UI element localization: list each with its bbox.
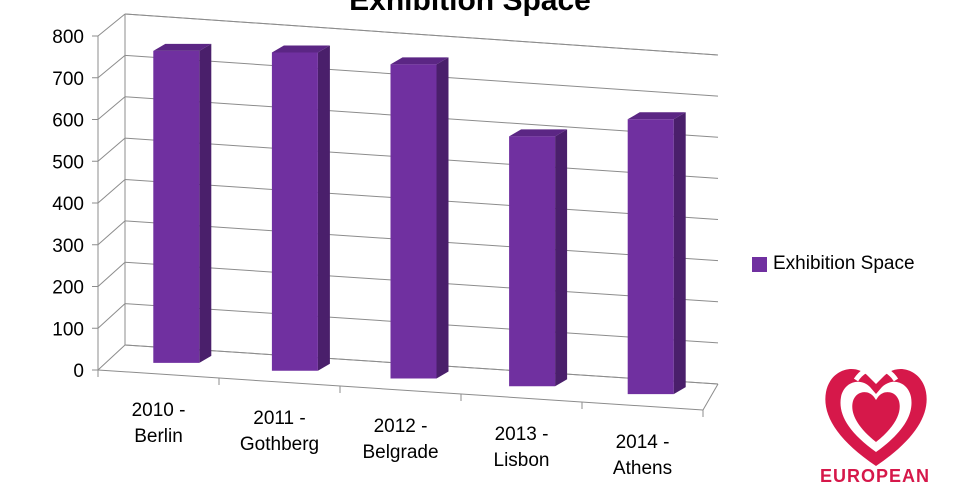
bar-side	[436, 57, 449, 379]
y-tick-label: 300	[52, 236, 84, 257]
bar-top	[509, 129, 568, 137]
bar	[627, 119, 674, 395]
gridline-side	[97, 261, 126, 287]
gridline-side	[97, 137, 126, 162]
bar	[509, 136, 556, 387]
y-tick-label: 700	[52, 69, 84, 90]
bars	[153, 43, 686, 395]
gridline-side	[97, 96, 126, 120]
x-axis-line	[97, 369, 704, 411]
gridline-side	[97, 303, 126, 329]
gridline-side	[97, 344, 126, 371]
bar-side	[317, 45, 330, 371]
gridline-side	[97, 179, 126, 204]
floor-right	[702, 383, 719, 411]
x-axis: 2010 - Berlin 2011 - Gothberg 2012 - Belgrade…	[132, 400, 673, 479]
gridline-side	[97, 13, 126, 37]
y-tick-label: 500	[52, 152, 84, 173]
bar	[153, 50, 200, 363]
heart-logo-icon	[825, 365, 927, 466]
gridline	[124, 13, 719, 56]
x-tick-label-line: 2014 -	[616, 432, 670, 453]
y-tick-label: 0	[73, 361, 84, 382]
gridline-side	[97, 220, 126, 246]
bar-side	[555, 129, 568, 387]
bar-top	[627, 112, 686, 120]
x-tick-label: 2014 - Athens	[613, 432, 672, 479]
y-tick-label: 200	[52, 278, 84, 299]
bar	[271, 52, 318, 371]
x-tick-label-line: Berlin	[134, 426, 183, 447]
x-tick-label: 2010 - Berlin	[132, 400, 186, 447]
y-tick-label: 100	[52, 319, 84, 340]
bar-top	[271, 45, 330, 53]
bar-side	[199, 43, 212, 363]
bar	[390, 64, 437, 379]
x-tick-label-line: 2010 -	[132, 400, 186, 421]
x-tick-label-line: 2012 -	[374, 416, 428, 437]
legend-swatch	[752, 256, 767, 272]
chart-title: Exhibition Space	[349, 0, 591, 17]
y-tick-label: 400	[52, 194, 84, 215]
bar-top	[390, 57, 449, 65]
bar-top	[153, 43, 212, 51]
x-tick-label-line: Lisbon	[494, 450, 550, 471]
x-tick-label-line: 2011 -	[253, 408, 305, 429]
x-tick-label-line: Belgrade	[362, 442, 438, 463]
x-tick-label-line: Athens	[613, 458, 672, 479]
y-tick-label: 800	[52, 27, 84, 48]
x-tick-label: 2013 - Lisbon	[494, 424, 550, 471]
x-tick-label: 2011 - Gothberg	[240, 408, 319, 455]
logo-text: EUROPEAN	[820, 466, 931, 482]
legend-label: Exhibition Space	[773, 253, 915, 274]
bar-side	[673, 112, 686, 395]
y-axis: 0 100 200 300 400 500 600 700 800	[52, 27, 84, 382]
x-tick-label-line: Gothberg	[240, 434, 319, 455]
y-tick-label: 600	[52, 111, 84, 132]
x-tick-label-line: 2013 -	[495, 424, 549, 445]
european-logo: EUROPEAN	[816, 354, 936, 482]
x-tick-label: 2012 - Belgrade	[362, 416, 438, 463]
legend: Exhibition Space	[752, 253, 915, 275]
gridline-side	[97, 54, 126, 79]
